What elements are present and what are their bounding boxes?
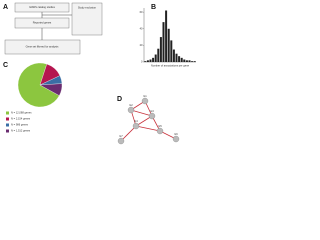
legend-label: N = 1,512 genes — [11, 129, 31, 133]
bar — [154, 54, 157, 62]
node — [127, 106, 135, 114]
bar — [191, 61, 194, 62]
bar — [144, 61, 147, 62]
bar — [165, 10, 168, 62]
node — [132, 122, 140, 130]
node — [141, 97, 149, 105]
node-label: G1 — [143, 94, 147, 98]
panel-label: C — [3, 62, 8, 69]
figure: A B C D GWAS catalog studies Study exclu… — [3, 2, 196, 145]
edge — [130, 109, 153, 117]
pie-slice — [39, 83, 63, 96]
edge — [120, 125, 137, 142]
legend-swatch — [6, 117, 9, 121]
node-label: G7 — [119, 134, 123, 138]
y-tick-label: 40 — [140, 26, 143, 30]
node — [156, 127, 164, 135]
bar — [162, 22, 165, 62]
panel-label: A — [3, 4, 8, 11]
bar — [185, 60, 188, 62]
node — [172, 135, 180, 143]
panel-label: B — [151, 4, 156, 11]
legend-swatch — [6, 129, 9, 133]
flow-box — [4, 39, 81, 55]
node — [117, 137, 125, 145]
flow-text: Study exclusion — [78, 6, 97, 10]
bar — [149, 59, 152, 62]
bar — [178, 56, 181, 62]
flowchart: GWAS catalog studies Study exclusion Rep… — [4, 2, 103, 55]
bar — [183, 59, 186, 62]
y-tick-label: 60 — [140, 10, 143, 14]
node — [148, 112, 156, 120]
bar — [167, 28, 170, 62]
node-label: G5 — [158, 124, 162, 128]
flow-text: GWAS catalog studies — [29, 5, 56, 9]
flow-text: Gene set filtered for analysis — [26, 45, 60, 49]
bar — [152, 57, 155, 62]
bar — [175, 53, 178, 62]
x-axis-label: Number of associations per gene — [151, 64, 190, 68]
legend-label: N = 986 genes — [11, 123, 29, 127]
y-tick-label: 20 — [140, 43, 143, 47]
node-label: G2 — [129, 103, 133, 107]
legend-label: N = 2,154 genes — [11, 117, 31, 121]
bar — [170, 40, 173, 62]
edge — [135, 125, 161, 132]
node-label: G4 — [134, 119, 138, 123]
legend-label: N = 12,088 genes — [11, 111, 32, 115]
legend-swatch — [6, 123, 9, 127]
y-tick-label: 0 — [141, 60, 143, 64]
bar — [172, 49, 175, 62]
bar — [188, 60, 191, 62]
node-label: G3 — [150, 109, 154, 113]
bar — [180, 57, 183, 62]
bar — [159, 37, 162, 62]
bar — [157, 48, 160, 62]
node-label: G6 — [174, 132, 178, 136]
bar — [146, 60, 149, 62]
flow-box — [71, 2, 103, 36]
panel-label: D — [117, 96, 122, 103]
bar — [193, 61, 196, 62]
pie-slice — [17, 62, 60, 108]
legend-swatch — [6, 111, 9, 115]
flow-text: Reported genes — [33, 21, 52, 25]
